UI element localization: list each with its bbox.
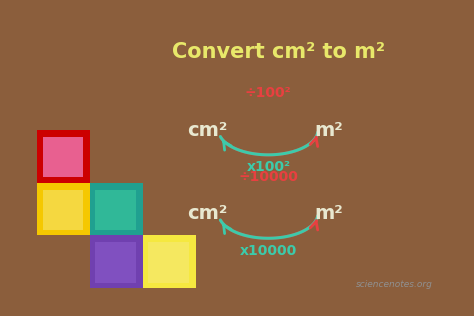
Bar bbox=[43, 137, 83, 177]
Text: ÷10000: ÷10000 bbox=[238, 170, 298, 184]
Bar bbox=[143, 235, 196, 288]
Bar bbox=[37, 183, 90, 235]
Bar bbox=[148, 242, 189, 283]
Bar bbox=[43, 190, 83, 230]
Bar bbox=[90, 235, 143, 288]
Text: cm²: cm² bbox=[188, 204, 228, 223]
Bar bbox=[95, 242, 136, 283]
Text: x100²: x100² bbox=[246, 160, 290, 174]
Text: Convert cm² to m²: Convert cm² to m² bbox=[172, 42, 385, 62]
Text: ÷100²: ÷100² bbox=[245, 86, 292, 100]
Text: sciencenotes.org: sciencenotes.org bbox=[356, 280, 433, 289]
Text: x10000: x10000 bbox=[240, 244, 297, 258]
Bar bbox=[95, 190, 136, 230]
Bar bbox=[90, 183, 143, 235]
Text: m²: m² bbox=[314, 204, 343, 223]
Bar bbox=[37, 130, 90, 183]
Text: m²: m² bbox=[314, 121, 343, 140]
Text: cm²: cm² bbox=[188, 121, 228, 140]
